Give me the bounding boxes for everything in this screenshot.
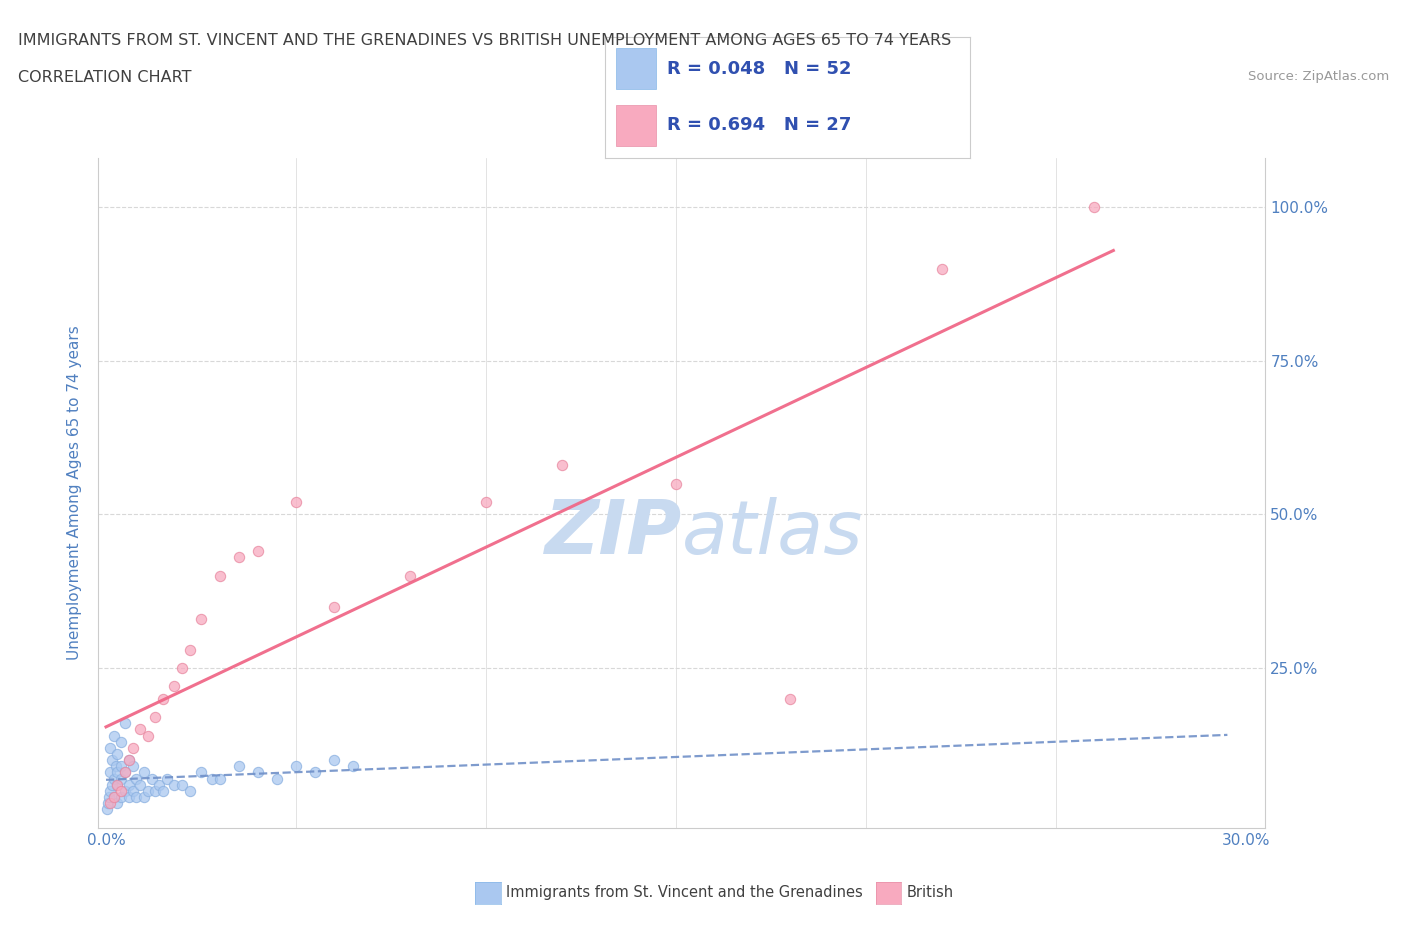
- Point: [118, 752, 141, 767]
- Point: [779, 691, 801, 706]
- Point: [475, 495, 498, 510]
- Point: [304, 765, 326, 780]
- Point: [152, 691, 174, 706]
- Point: [98, 740, 121, 755]
- Y-axis label: Unemployment Among Ages 65 to 74 years: Unemployment Among Ages 65 to 74 years: [67, 326, 83, 660]
- Point: [121, 740, 143, 755]
- Point: [179, 783, 201, 798]
- Point: [136, 783, 159, 798]
- Text: Source: ZipAtlas.com: Source: ZipAtlas.com: [1249, 70, 1389, 83]
- Point: [163, 679, 186, 694]
- Point: [145, 710, 167, 724]
- Point: [190, 765, 212, 780]
- Point: [107, 765, 129, 780]
- Point: [104, 759, 127, 774]
- Text: Immigrants from St. Vincent and the Grenadines: Immigrants from St. Vincent and the Gren…: [506, 885, 863, 900]
- Point: [323, 599, 346, 614]
- Point: [136, 728, 159, 743]
- Point: [342, 759, 364, 774]
- Point: [110, 771, 132, 786]
- Point: [179, 642, 201, 657]
- Point: [114, 765, 136, 780]
- Point: [141, 771, 163, 786]
- Point: [152, 783, 174, 798]
- Point: [100, 752, 122, 767]
- Point: [170, 660, 193, 675]
- Point: [107, 747, 129, 762]
- Point: [98, 765, 121, 780]
- Point: [1083, 200, 1105, 215]
- Point: [247, 544, 270, 559]
- Point: [323, 752, 346, 767]
- Point: [190, 611, 212, 626]
- Point: [103, 790, 125, 804]
- Point: [103, 728, 125, 743]
- Point: [125, 790, 148, 804]
- Point: [228, 550, 250, 565]
- Point: [114, 765, 136, 780]
- Text: British: British: [907, 885, 955, 900]
- Text: R = 0.694   N = 27: R = 0.694 N = 27: [666, 116, 851, 135]
- Point: [132, 790, 155, 804]
- Point: [107, 777, 129, 792]
- Point: [110, 790, 132, 804]
- FancyBboxPatch shape: [616, 105, 655, 146]
- Point: [665, 476, 688, 491]
- FancyBboxPatch shape: [616, 48, 655, 89]
- Point: [98, 783, 121, 798]
- Point: [201, 771, 224, 786]
- Point: [125, 771, 148, 786]
- Point: [247, 765, 270, 780]
- Point: [209, 568, 232, 583]
- Text: ZIP: ZIP: [544, 497, 682, 569]
- Point: [551, 458, 574, 472]
- Text: atlas: atlas: [682, 497, 863, 569]
- Point: [121, 783, 143, 798]
- Point: [118, 777, 141, 792]
- Point: [132, 765, 155, 780]
- Point: [97, 796, 120, 811]
- Point: [285, 759, 308, 774]
- Point: [110, 759, 132, 774]
- Point: [228, 759, 250, 774]
- Point: [107, 777, 129, 792]
- Point: [114, 783, 136, 798]
- Point: [110, 783, 132, 798]
- Point: [114, 716, 136, 731]
- Point: [100, 777, 122, 792]
- Point: [98, 796, 121, 811]
- Point: [118, 752, 141, 767]
- Point: [285, 495, 308, 510]
- Point: [266, 771, 288, 786]
- Point: [118, 790, 141, 804]
- Point: [156, 771, 179, 786]
- Point: [209, 771, 232, 786]
- Point: [103, 771, 125, 786]
- Point: [148, 777, 170, 792]
- Point: [107, 796, 129, 811]
- Point: [163, 777, 186, 792]
- Point: [121, 759, 143, 774]
- Point: [103, 790, 125, 804]
- Point: [97, 790, 120, 804]
- Point: [399, 568, 422, 583]
- Point: [96, 802, 118, 817]
- Point: [129, 777, 152, 792]
- Point: [145, 783, 167, 798]
- Point: [129, 722, 152, 737]
- Point: [931, 261, 953, 276]
- Point: [170, 777, 193, 792]
- Text: IMMIGRANTS FROM ST. VINCENT AND THE GRENADINES VS BRITISH UNEMPLOYMENT AMONG AGE: IMMIGRANTS FROM ST. VINCENT AND THE GREN…: [18, 33, 952, 47]
- Point: [110, 735, 132, 750]
- Text: R = 0.048   N = 52: R = 0.048 N = 52: [666, 60, 851, 77]
- Text: CORRELATION CHART: CORRELATION CHART: [18, 70, 191, 85]
